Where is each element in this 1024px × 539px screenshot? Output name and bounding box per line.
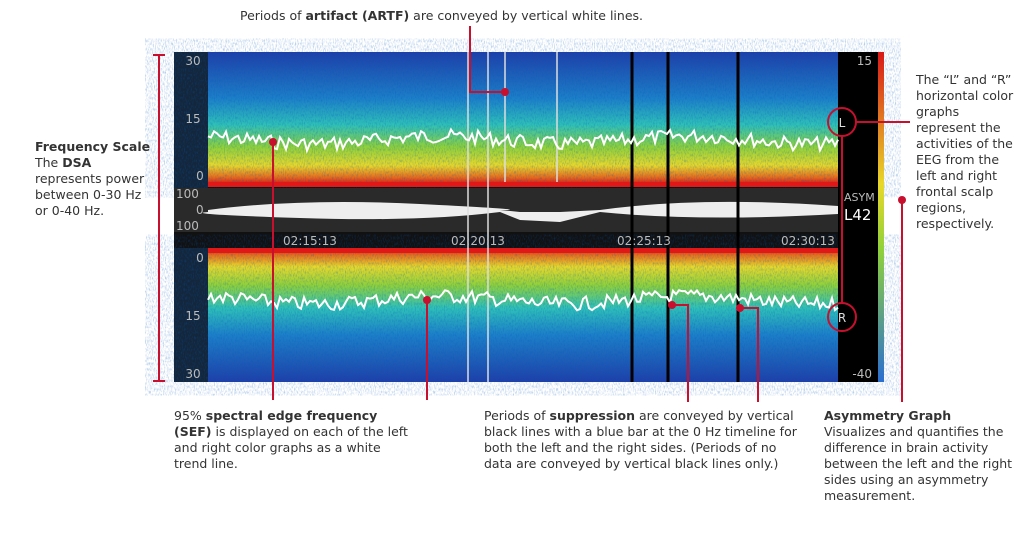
asym-value: L42 xyxy=(844,206,871,224)
asym-bottom-label: -40 xyxy=(852,367,872,381)
lr-note: The “L” and “R” horizontal color graphs … xyxy=(916,72,1014,231)
asym-label: ASYM xyxy=(844,191,875,204)
sef-trend xyxy=(207,127,839,154)
note-title: Frequency Scale xyxy=(35,139,151,154)
emg-label: 0 xyxy=(196,203,204,217)
bold-text: DSA xyxy=(62,155,92,170)
sef-note: 95% spectral edge frequency (SEF) is dis… xyxy=(174,408,414,472)
text: Periods of xyxy=(240,8,306,23)
time-label: 02:20:13 xyxy=(451,234,505,248)
suppression-callout xyxy=(740,307,759,402)
time-bar xyxy=(174,232,838,248)
scale-label: 15 xyxy=(185,309,200,323)
text: represents power between 0-30 Hz or 0-40… xyxy=(35,171,145,218)
artifact-callout xyxy=(469,26,505,93)
text: are conveyed by vertical black lines wit… xyxy=(484,408,797,471)
asymmetry-callout xyxy=(841,136,903,402)
asym-top-label: 15 xyxy=(857,54,872,68)
text: are conveyed by vertical white lines. xyxy=(409,8,644,23)
asymmetry-note: Asymmetry Graph Visualizes and quantifies… xyxy=(824,408,1014,504)
emg-trace xyxy=(202,201,838,222)
callout-dot xyxy=(423,296,431,304)
text: The xyxy=(35,155,63,170)
frequency-note: Frequency Scale The DSA represents power … xyxy=(35,139,153,219)
left-dsa-texture xyxy=(208,52,838,184)
event-lines xyxy=(467,52,740,382)
callout-dot xyxy=(501,88,509,96)
suppression-callout xyxy=(672,304,689,402)
right-marker: R xyxy=(838,311,846,325)
suppression-note: Periods of suppression are conveyed by v… xyxy=(484,408,800,472)
scale-label: 15 xyxy=(185,112,200,126)
text: 95% xyxy=(174,408,206,423)
left-marker: L xyxy=(839,116,846,130)
text: Periods of xyxy=(484,408,550,423)
artifact-note: Periods of artifact (ARTF) are conveyed … xyxy=(240,8,760,24)
emg-label: 100 xyxy=(176,187,199,201)
time-label: 02:25:13 xyxy=(617,234,671,248)
bold-text: suppression xyxy=(549,408,636,423)
bold-text: spectral edge frequency (SEF) xyxy=(174,408,378,439)
callout-dot xyxy=(668,301,676,309)
right-zero-band xyxy=(208,248,838,253)
scale-label: 0 xyxy=(196,169,204,183)
asym-color-bar xyxy=(878,52,884,382)
callout-dot xyxy=(269,138,277,146)
callout-dot xyxy=(736,304,744,312)
sef-lines xyxy=(207,127,839,312)
left-zero-band xyxy=(208,182,838,187)
time-label: 02:30:13 xyxy=(781,234,835,248)
emg-label: 100 xyxy=(176,219,199,233)
callout-dot xyxy=(898,196,906,204)
frequency-bracket xyxy=(153,54,165,382)
time-label: 02:15:13 xyxy=(283,234,337,248)
right-dsa-texture xyxy=(208,248,838,382)
asym-panel xyxy=(838,52,878,382)
scale-label: 0 xyxy=(196,251,204,265)
scale-label: 30 xyxy=(185,367,200,381)
text: is displayed on each of the left and rig… xyxy=(174,424,408,471)
bold-text: artifact (ARTF) xyxy=(305,8,410,23)
sef-trend xyxy=(207,288,839,312)
text: Visualizes and quantifies the difference… xyxy=(824,424,1013,503)
note-title: Asymmetry Graph xyxy=(824,408,952,423)
scale-label: 30 xyxy=(185,54,200,68)
